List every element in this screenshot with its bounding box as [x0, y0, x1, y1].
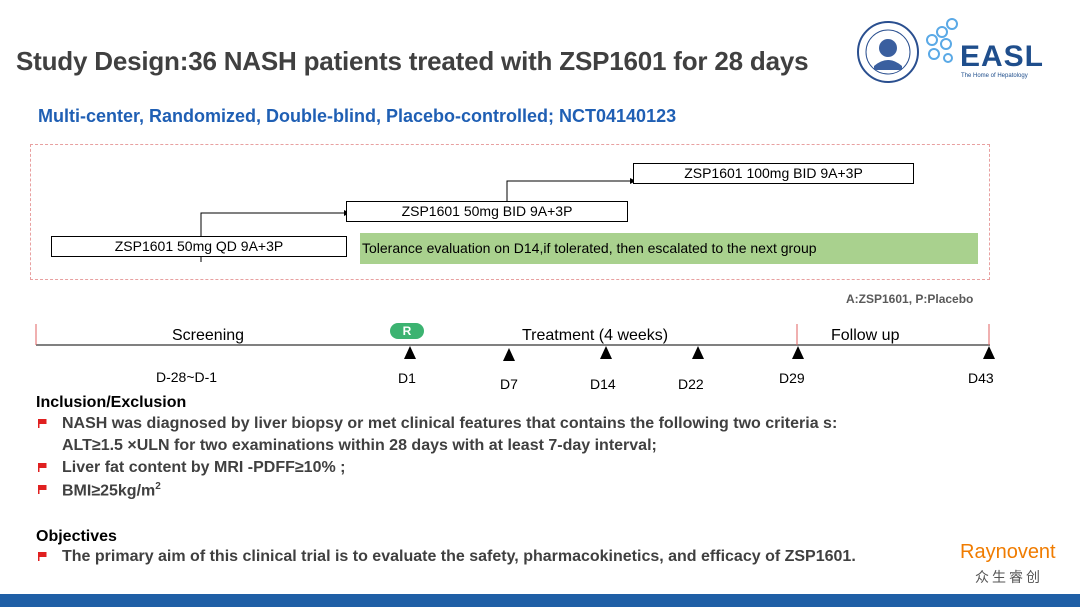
- escalation-connectors: [200, 178, 636, 262]
- day-marker-d43: [983, 346, 995, 359]
- flag-bullet-icon: [38, 419, 47, 428]
- day-marker-d1: [404, 346, 416, 359]
- day-label-screening: D-28~D-1: [156, 369, 218, 385]
- bmi-criterion-text: BMI≥25kg/m: [62, 482, 156, 500]
- study-subtitle: Multi-center, Randomized, Double-blind, …: [38, 106, 677, 126]
- day-marker-d14: [600, 346, 612, 359]
- dose-escalation-panel: [30, 144, 990, 280]
- dose-group-2: ZSP1601 50mg BID 9A+3P: [346, 201, 628, 222]
- dose-group-1: ZSP1601 50mg QD 9A+3P: [51, 236, 347, 257]
- day-label-d22: D22: [678, 376, 704, 392]
- inclusion-item: Liver fat content by MRI -PDFF≥10% ;: [62, 459, 346, 476]
- day-label-d29: D29: [779, 370, 805, 386]
- easl-logo: [922, 18, 962, 68]
- day-marker-d29: [792, 346, 804, 359]
- bmi-exponent: 2: [155, 481, 161, 492]
- objective-item: The primary aim of this clinical trial i…: [62, 548, 856, 565]
- flag-bullet-icon: [38, 463, 47, 472]
- day-marker-d22: [692, 346, 704, 359]
- phase-treatment: Treatment (4 weeks): [522, 327, 669, 344]
- day-label-d1: D1: [398, 370, 416, 386]
- day-marker-d7: [503, 348, 515, 361]
- inclusion-item: BMI≥25kg/m2: [62, 481, 161, 500]
- objectives-heading: Objectives: [36, 528, 117, 545]
- timeline-axis: [35, 324, 990, 346]
- day-label-d43: D43: [968, 370, 994, 386]
- randomization-badge: R: [390, 323, 424, 339]
- inclusion-item: ALT≥1.5 ×ULN for two examinations within…: [62, 437, 657, 454]
- easl-tagline: The Home of Hepatology: [961, 73, 1028, 79]
- footer-bar: [0, 594, 1080, 607]
- flag-bullet-icon: [38, 485, 47, 494]
- raynovent-chinese-name: 众生睿创: [975, 569, 1043, 585]
- phase-follow-up: Follow up: [831, 327, 900, 344]
- day-label-d7: D7: [500, 376, 518, 392]
- inclusion-heading: Inclusion/Exclusion: [36, 394, 187, 411]
- easl-wordmark: EASL: [960, 40, 1045, 73]
- flag-bullet-icon: [38, 552, 47, 561]
- arm-legend-note: A:ZSP1601, P:Placebo: [846, 292, 974, 306]
- hospital-seal-logo: [856, 20, 920, 84]
- raynovent-logo: Raynovent: [960, 541, 1056, 563]
- phase-screening: Screening: [172, 327, 245, 344]
- seal-icon: [857, 21, 919, 83]
- day-label-d14: D14: [590, 376, 616, 392]
- page-title: Study Design:36 NASH patients treated wi…: [16, 46, 809, 76]
- easl-dots-icon: [926, 18, 958, 63]
- dose-group-3: ZSP1601 100mg BID 9A+3P: [633, 163, 914, 184]
- inclusion-item: NASH was diagnosed by liver biopsy or me…: [62, 415, 838, 432]
- tolerance-note: Tolerance evaluation on D14,if tolerated…: [360, 233, 978, 264]
